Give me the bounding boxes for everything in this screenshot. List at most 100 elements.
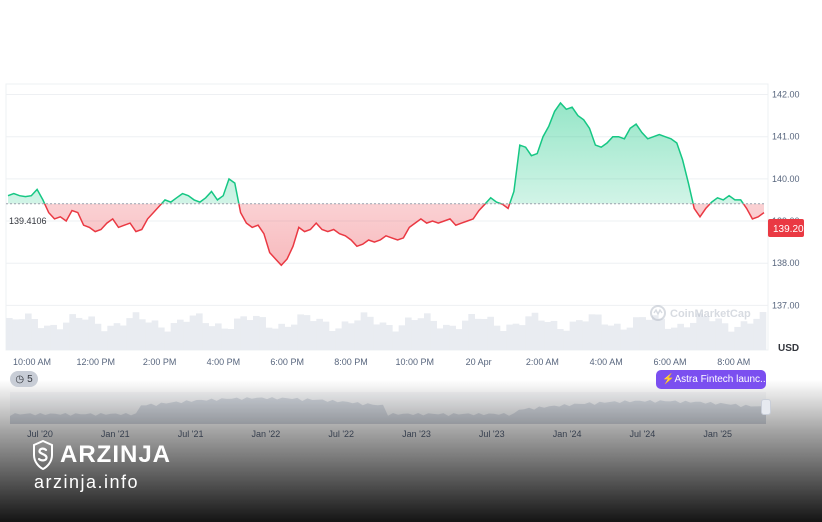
x-tick-label: 10:00 AM (13, 357, 51, 367)
volume-bar (569, 321, 577, 350)
volume-bar (316, 318, 323, 350)
x-axis: 10:00 AM 12:00 PM 2:00 PM 4:00 PM 6:00 PM 8:0… (13, 357, 750, 367)
volume-bar (360, 312, 368, 350)
volume-bar (284, 326, 292, 350)
volume-bar (455, 329, 463, 350)
volume-bar (639, 317, 646, 350)
volume-bar (379, 322, 387, 350)
y-tick-label: 137.00 (772, 300, 800, 310)
volume-bar (120, 325, 127, 350)
volume-bar (664, 328, 672, 350)
brand-name: ARZINJA (60, 441, 172, 468)
volume-bar (398, 325, 406, 350)
x-tick-label: 6:00 PM (270, 357, 304, 367)
volume-bar (113, 323, 121, 350)
volume-bar (550, 320, 558, 350)
volume-bar (474, 318, 482, 350)
overview-scroll-handle[interactable] (761, 399, 771, 415)
volume-bar (291, 324, 298, 350)
volume-bar (721, 323, 729, 350)
volume-bar (367, 316, 374, 350)
volume-bar (253, 315, 260, 350)
volume-bar (652, 315, 659, 350)
volume-bar (519, 325, 526, 350)
volume-bar (481, 318, 488, 350)
volume-bar (240, 316, 247, 350)
volume-bar (595, 314, 602, 350)
watermark-text: CoinMarketCap (670, 308, 751, 320)
lightning-icon: ⚡ (662, 374, 675, 385)
volume-bar (139, 319, 146, 350)
bottom-fade (0, 380, 822, 522)
volume-bar (430, 320, 437, 350)
volume-bar (500, 330, 507, 350)
volume-bar (658, 318, 665, 350)
x-tick-label: 2:00 AM (526, 357, 559, 367)
volume-bar (322, 321, 330, 350)
volume-bar (183, 321, 190, 350)
volume-bar (626, 327, 634, 350)
reference-price-text: 139.4106 (9, 216, 47, 226)
volume-bar (683, 327, 691, 350)
volume-bar (221, 328, 228, 350)
y-tick-label: 141.00 (772, 132, 800, 142)
volume-bar (740, 321, 748, 350)
volume-bar (101, 331, 108, 350)
arzinja-logo-icon (33, 440, 53, 470)
volume-bar (25, 313, 32, 350)
volume-bar (405, 317, 412, 350)
volume-bar (557, 329, 564, 350)
history-count: 5 (27, 373, 33, 385)
volume-bar (607, 325, 615, 350)
volume-bar (265, 327, 273, 350)
clock-icon: ◷ (15, 373, 25, 385)
volume-bar (601, 324, 608, 350)
volume-bar (189, 315, 197, 350)
volume-bar (227, 329, 235, 350)
event-marker[interactable]: ⚡ Astra Fintech launc... (656, 370, 766, 389)
volume-bar (620, 329, 627, 350)
volume-bar (63, 322, 70, 350)
volume-bar (329, 330, 336, 350)
y-tick-label: 138.00 (772, 258, 800, 268)
volume-bar (158, 327, 165, 350)
volume-bar (82, 319, 89, 350)
reference-price-tag: 139.4106 (9, 216, 47, 226)
volume-bar (297, 314, 304, 350)
volume-bar (12, 319, 19, 350)
volume-bar (449, 325, 456, 350)
x-tick-label: 2:00 PM (143, 357, 177, 367)
area-below-reference (44, 203, 764, 266)
volume-bar (278, 323, 285, 350)
volume-bar (341, 321, 349, 350)
volume-bar (392, 331, 399, 350)
volume-bar (525, 316, 532, 350)
x-tick-label: 10:00 PM (396, 357, 435, 367)
volume-bar (734, 326, 741, 350)
volume-bar (436, 328, 444, 350)
volume-bar (208, 326, 216, 350)
volume-bar (728, 331, 735, 350)
volume-bar (145, 322, 152, 350)
x-tick-label: 4:00 PM (207, 357, 241, 367)
coinmarketcap-watermark: CoinMarketCap (650, 305, 751, 321)
volume-bar (633, 317, 640, 350)
volume-bar (132, 312, 140, 350)
price-line-up (7, 101, 745, 204)
volume-bar (588, 314, 596, 350)
volume-bar (709, 321, 716, 350)
volume-bar (671, 327, 678, 350)
volume-bar (88, 316, 95, 350)
volume-bar (69, 314, 76, 350)
volume-bar (303, 315, 311, 350)
volume-bar (512, 323, 520, 350)
volume-bars (6, 312, 767, 350)
area-above-reference (8, 103, 764, 204)
volume-bar (18, 319, 26, 350)
history-button[interactable]: ◷ 5 (10, 371, 38, 387)
volume-bar (747, 323, 754, 350)
volume-bar (487, 316, 494, 350)
volume-bar (696, 313, 703, 350)
